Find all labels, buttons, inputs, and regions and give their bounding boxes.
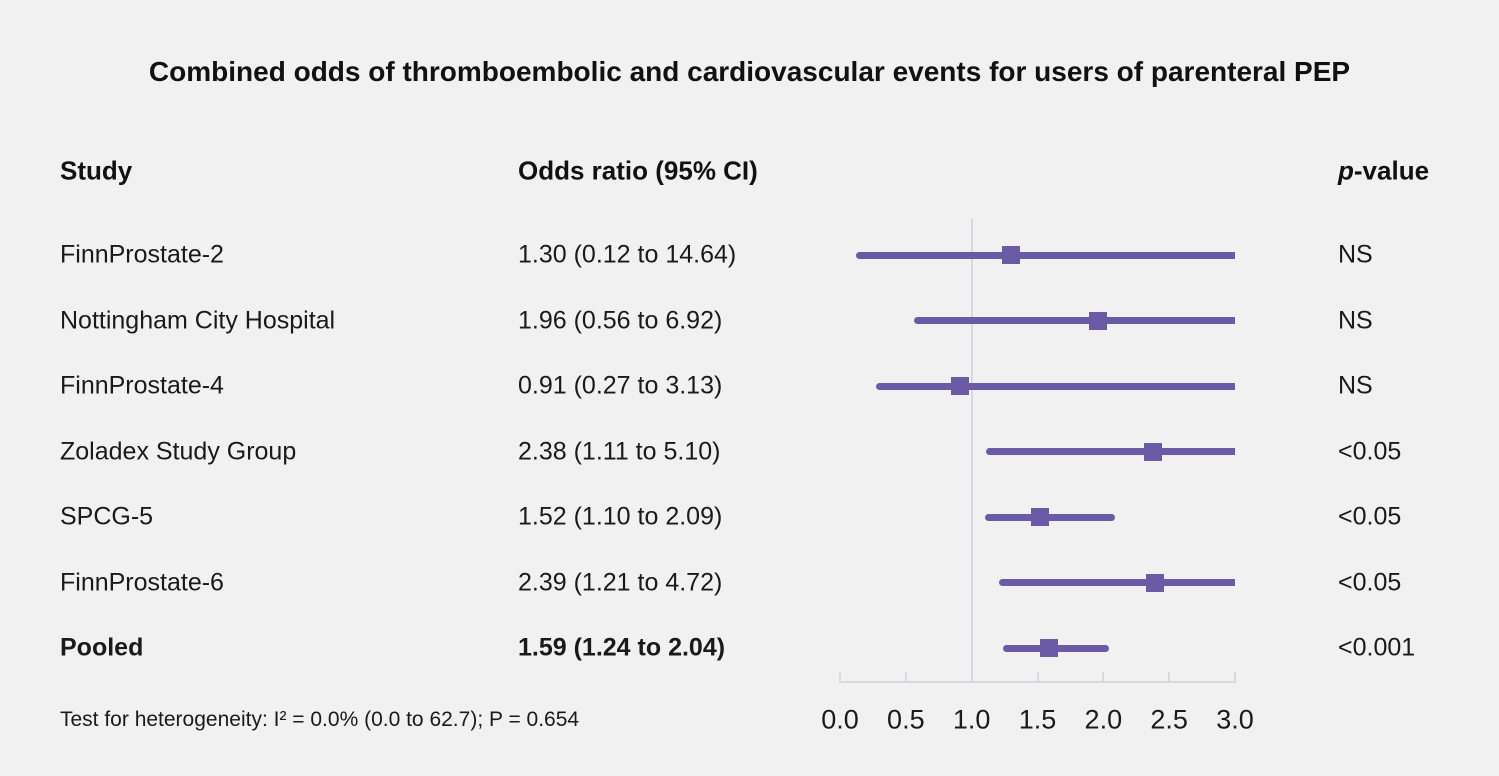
- study-label: FinnProstate-4: [60, 371, 224, 400]
- odds-ratio-value: 1.52 (1.10 to 2.09): [518, 502, 723, 531]
- column-header-study: Study: [60, 155, 133, 186]
- x-axis-tick-label: 0.5: [887, 704, 925, 735]
- chart-title: Combined odds of thromboembolic and card…: [148, 56, 1351, 87]
- odds-ratio-marker: [950, 377, 969, 395]
- study-label: FinnProstate-6: [60, 568, 224, 596]
- study-label: FinnProstate-2: [60, 240, 224, 269]
- p-value: NS: [1338, 306, 1373, 334]
- confidence-interval-line: [986, 448, 1235, 455]
- odds-ratio-value: 1.96 (0.56 to 6.92): [518, 306, 723, 334]
- confidence-interval-line: [875, 382, 1235, 390]
- x-axis-tick-label: 2.5: [1150, 704, 1188, 735]
- odds-ratio-marker: [1040, 639, 1059, 657]
- odds-ratio-value: 2.38 (1.11 to 5.10): [518, 437, 721, 465]
- confidence-interval-line: [984, 513, 1116, 521]
- odds-ratio-marker: [1144, 442, 1163, 461]
- odds-ratio-marker: [1002, 246, 1021, 264]
- column-header-p-value: p-value: [1338, 156, 1429, 187]
- reference-line: [970, 219, 973, 682]
- x-axis-tick-label: 1.5: [1018, 704, 1057, 735]
- p-value: <0.001: [1338, 633, 1416, 662]
- x-axis-tick-label: 1.0: [952, 704, 991, 735]
- x-axis-tick: [970, 672, 973, 683]
- x-axis-tick: [1168, 672, 1171, 683]
- x-axis-tick: [1102, 672, 1105, 683]
- study-label: Zoladex Study Group: [60, 437, 297, 465]
- x-axis-tick: [1234, 672, 1236, 683]
- x-axis-tick: [839, 672, 841, 683]
- confidence-interval-line: [913, 317, 1235, 324]
- confidence-interval-line: [999, 579, 1235, 586]
- odds-ratio-value: 2.39 (1.21 to 4.72): [518, 568, 723, 596]
- p-value-header-rest: -value: [1353, 155, 1430, 186]
- x-axis-tick-label: 3.0: [1216, 704, 1254, 735]
- x-axis-tick-label: 2.0: [1084, 704, 1123, 735]
- x-axis-tick-label: 0.0: [821, 704, 859, 735]
- p-value: NS: [1338, 371, 1373, 400]
- odds-ratio-marker: [1031, 508, 1050, 526]
- x-axis-tick: [1036, 672, 1039, 683]
- confidence-interval-line: [855, 251, 1235, 259]
- odds-ratio-value: 0.91 (0.27 to 3.13): [518, 371, 723, 400]
- odds-ratio-marker: [1089, 311, 1108, 330]
- odds-ratio-value: 1.59 (1.24 to 2.04): [518, 633, 726, 662]
- p-value: <0.05: [1338, 437, 1402, 465]
- odds-ratio-marker: [1145, 573, 1164, 592]
- x-axis-tick: [904, 672, 907, 683]
- study-label: Pooled: [60, 633, 144, 662]
- study-label: Nottingham City Hospital: [60, 306, 336, 334]
- study-label: SPCG-5: [60, 502, 154, 531]
- p-value: <0.05: [1338, 502, 1402, 531]
- p-value-header-italic-p: p: [1338, 155, 1354, 186]
- p-value: <0.05: [1338, 568, 1402, 596]
- heterogeneity-note: Test for heterogeneity: I² = 0.0% (0.0 t…: [60, 708, 580, 731]
- odds-ratio-value: 1.30 (0.12 to 14.64): [518, 240, 737, 269]
- column-header-odds-ratio: Odds ratio (95% CI): [518, 155, 758, 186]
- p-value: NS: [1338, 240, 1373, 269]
